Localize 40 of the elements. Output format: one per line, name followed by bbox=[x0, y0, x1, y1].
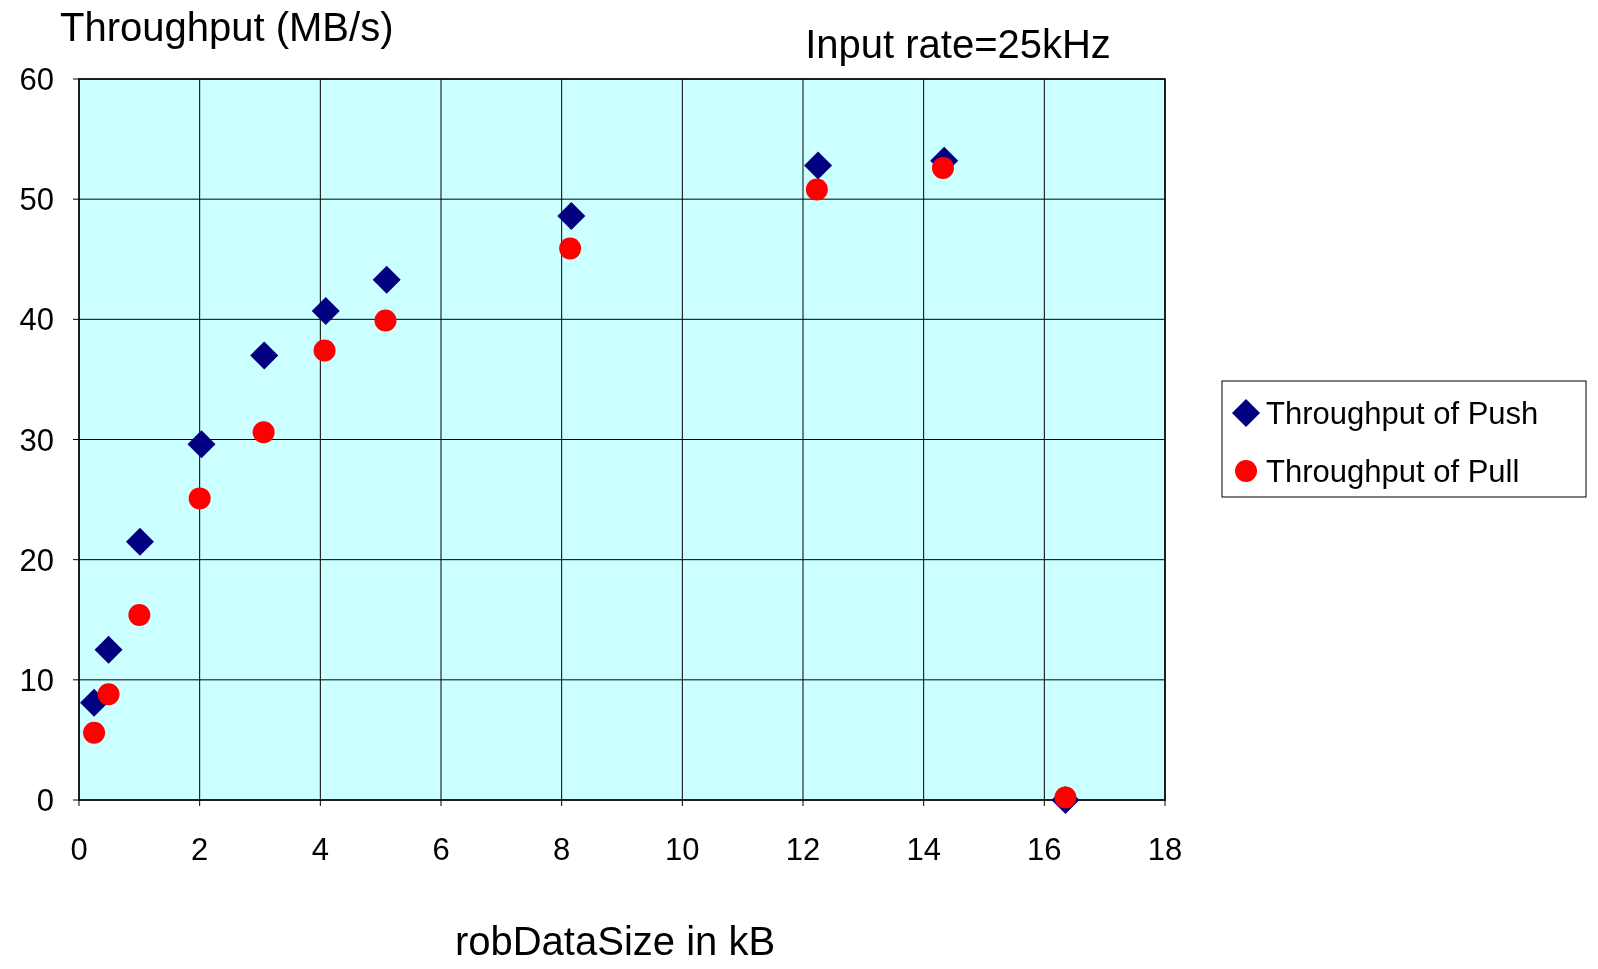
y-tick-label: 50 bbox=[19, 182, 54, 218]
point bbox=[374, 309, 397, 332]
legend-label: Throughput of Pull bbox=[1266, 454, 1520, 489]
x-tick-label: 14 bbox=[906, 832, 941, 867]
y-tick-label: 30 bbox=[19, 422, 54, 458]
point bbox=[94, 635, 123, 664]
x-tick-label: 18 bbox=[1147, 832, 1183, 867]
point bbox=[97, 683, 120, 706]
point bbox=[188, 487, 211, 510]
point bbox=[311, 296, 340, 325]
point bbox=[372, 265, 401, 294]
x-tick-label: 12 bbox=[785, 832, 821, 867]
x-tick-label: 10 bbox=[665, 832, 700, 867]
point bbox=[252, 421, 275, 444]
y-tick-label: 60 bbox=[19, 62, 54, 97]
x-tick-label: 6 bbox=[432, 832, 450, 867]
point bbox=[805, 178, 828, 201]
point bbox=[313, 339, 336, 362]
y-tick-label: 20 bbox=[19, 542, 54, 578]
point bbox=[250, 341, 279, 370]
point bbox=[804, 151, 833, 180]
y-tick-label: 40 bbox=[19, 302, 54, 338]
point bbox=[128, 603, 151, 626]
point bbox=[557, 201, 586, 230]
x-tick-label: 0 bbox=[70, 832, 88, 867]
point bbox=[559, 237, 582, 260]
point bbox=[187, 430, 216, 459]
x-tick-label: 8 bbox=[553, 832, 571, 867]
point bbox=[931, 156, 954, 179]
chart-title: Input rate=25kHz bbox=[805, 22, 1111, 66]
legend-label: Throughput of Push bbox=[1266, 396, 1539, 431]
point bbox=[125, 527, 154, 556]
x-tick-label: 2 bbox=[191, 832, 209, 867]
y-tick-label: 10 bbox=[19, 662, 54, 698]
point bbox=[83, 721, 106, 744]
y-axis-title: Throughput (MB/s) bbox=[60, 5, 394, 49]
x-tick-label: 4 bbox=[311, 832, 329, 867]
x-axis-title: robDataSize in kB bbox=[454, 919, 776, 963]
x-tick-label: 16 bbox=[1027, 832, 1062, 867]
y-tick-label: 0 bbox=[36, 783, 54, 818]
